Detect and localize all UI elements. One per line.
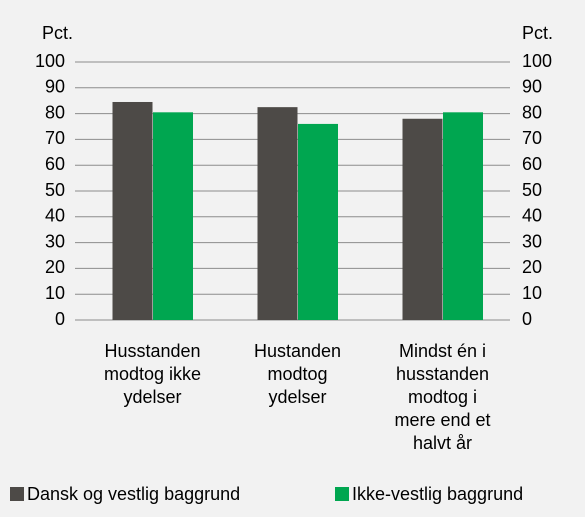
x-tick-label: modtog <box>267 364 327 384</box>
y-tick-label: 60 <box>45 154 65 174</box>
y-tick-label: 50 <box>45 180 65 200</box>
x-tick-label: Husstanden <box>104 341 200 361</box>
y2-tick-label: 50 <box>522 180 542 200</box>
y2-tick-label: 70 <box>522 128 542 148</box>
y-tick-label: 100 <box>35 51 65 71</box>
legend-swatch <box>335 487 349 501</box>
bar <box>257 107 298 321</box>
legend-label: Dansk og vestlig baggrund <box>27 484 240 504</box>
y2-tick-label: 100 <box>522 51 552 71</box>
y-tick-label: 10 <box>45 283 65 303</box>
x-tick-label: modtog ikke <box>104 364 201 384</box>
y-axis-label: Pct. <box>42 23 73 43</box>
x-tick-label: ydelser <box>123 387 181 407</box>
y-tick-label: 90 <box>45 77 65 97</box>
y2-tick-label: 0 <box>522 309 532 329</box>
x-tick-label: modtog i <box>408 387 477 407</box>
y2-tick-label: 20 <box>522 257 542 277</box>
y-tick-label: 40 <box>45 206 65 226</box>
legend-swatch <box>10 487 24 501</box>
x-tick-label: ydelser <box>268 387 326 407</box>
x-tick-label: husstanden <box>396 364 489 384</box>
y2-axis-label: Pct. <box>522 23 553 43</box>
y-tick-label: 80 <box>45 102 65 122</box>
y2-tick-label: 40 <box>522 206 542 226</box>
y2-tick-label: 10 <box>522 283 542 303</box>
bar <box>112 101 153 321</box>
y-tick-label: 30 <box>45 231 65 251</box>
bar <box>443 112 483 320</box>
bar <box>153 112 193 320</box>
bar <box>402 118 443 320</box>
bar <box>298 123 338 320</box>
y2-tick-label: 80 <box>522 102 542 122</box>
y-tick-label: 0 <box>55 309 65 329</box>
x-tick-label: Mindst én i <box>399 341 486 361</box>
x-tick-label: Hustanden <box>254 341 341 361</box>
y-tick-label: 20 <box>45 257 65 277</box>
y-tick-label: 70 <box>45 128 65 148</box>
legend-label: Ikke-vestlig baggrund <box>352 484 523 504</box>
y2-tick-label: 60 <box>522 154 542 174</box>
y2-tick-label: 30 <box>522 231 542 251</box>
x-tick-label: halvt år <box>413 433 472 453</box>
y2-tick-label: 90 <box>522 77 542 97</box>
x-tick-label: mere end et <box>394 410 490 430</box>
